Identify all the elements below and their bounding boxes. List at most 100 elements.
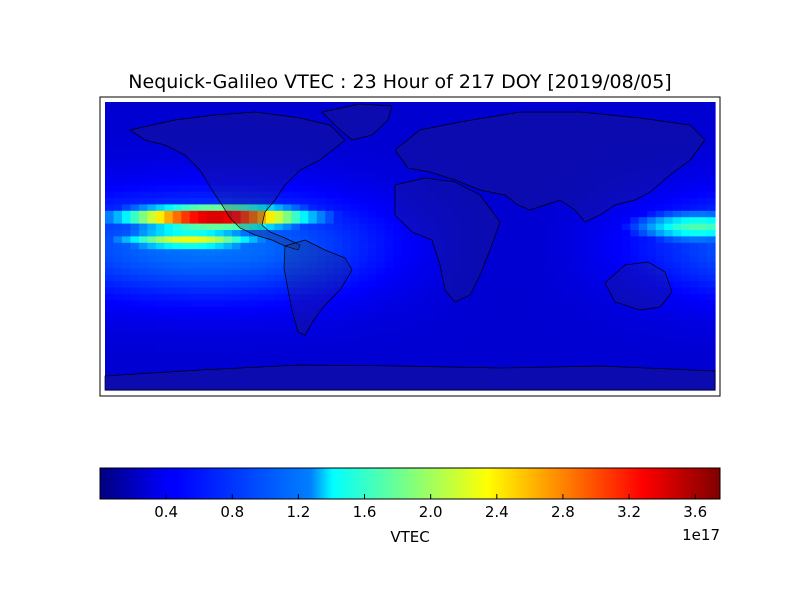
heatmap-cell [621,198,631,205]
heatmap-cell [223,185,233,193]
heatmap-cell [477,140,487,148]
heatmap-cell [638,345,648,353]
heatmap-cell [376,345,386,353]
heatmap-cell [138,153,148,161]
heatmap-cell [469,358,479,365]
heatmap-cell [452,326,462,333]
heatmap-cell [698,217,708,225]
heatmap-cell [435,236,445,244]
heatmap-cell [587,127,597,135]
heatmap-cell [520,249,530,257]
heatmap-cell [469,153,479,161]
heatmap-cell [172,127,182,135]
heatmap-cell [265,114,276,122]
heatmap-cell [630,338,640,346]
heatmap-cell [469,217,479,225]
heatmap-cell [460,153,470,161]
heatmap-cell [181,319,191,327]
heatmap-cell [621,153,631,161]
heatmap-cell [477,370,487,378]
heatmap-cell [435,306,445,314]
heatmap-cell [215,134,225,141]
heatmap-cell [706,236,716,244]
heatmap-cell [291,287,301,295]
heatmap-cell [494,159,504,167]
heatmap-cell [240,223,250,231]
heatmap-cell [477,153,487,161]
heatmap-cell [486,159,496,167]
heatmap-cell [113,313,123,321]
heatmap-cell [198,345,208,353]
heatmap-cell [299,159,309,167]
heatmap-cell [503,114,513,122]
heatmap-cell [528,364,538,372]
heatmap-cell [274,223,284,231]
heatmap-cell [655,345,665,353]
heatmap-cell [155,255,165,263]
heatmap-cell [511,300,521,308]
heatmap-cell [460,300,470,308]
heatmap-cell [410,294,420,301]
heatmap-cell [596,236,606,244]
heatmap-cell [333,153,343,161]
heatmap-cell [325,281,335,289]
heatmap-cell [545,319,555,327]
heatmap-cell [545,358,555,365]
heatmap-cell [486,249,496,257]
heatmap-cell [181,127,191,135]
heatmap-cell [401,242,411,250]
heatmap-cell [638,249,648,257]
heatmap-cell [215,191,225,199]
heatmap-cell [223,274,233,282]
heatmap-cell [282,114,292,122]
heatmap-cell [308,287,318,295]
heatmap-cell [528,255,538,263]
heatmap-cell [630,332,640,340]
heatmap-cell [147,102,157,109]
heatmap-cell [316,127,326,135]
heatmap-cell [426,140,437,148]
heatmap-cell [545,127,555,135]
heatmap-cell [113,268,123,276]
heatmap-cell [274,370,284,378]
heatmap-cell [545,255,555,263]
heatmap-cell [570,146,581,154]
heatmap-cell [308,306,318,314]
heatmap-cell [418,326,428,333]
heatmap-cell [223,102,233,109]
heatmap-cell [469,281,479,289]
heatmap-cell [630,102,640,109]
heatmap-cell [206,294,216,301]
heatmap-cell [570,274,581,282]
heatmap-cell [528,249,538,257]
heatmap-cell [376,166,386,173]
heatmap-cell [274,351,284,359]
heatmap-cell [401,287,411,295]
heatmap-cell [570,326,581,333]
heatmap-cell [418,338,428,346]
heatmap-cell [613,306,623,314]
heatmap-cell [613,274,623,282]
heatmap-cell [587,172,597,180]
heatmap-cell [621,262,631,269]
heatmap-cell [494,281,504,289]
heatmap-cell [189,294,199,301]
heatmap-cell [681,191,691,199]
heatmap-cell [316,287,326,295]
heatmap-cell [486,121,496,129]
heatmap-cell [333,300,343,308]
heatmap-cell [664,102,674,109]
heatmap-cell [308,274,318,282]
heatmap-cell [554,121,564,129]
heatmap-cell [604,102,614,109]
heatmap-cell [460,159,470,167]
heatmap-cell [545,198,555,205]
heatmap-cell [545,140,555,148]
heatmap-cell [452,319,462,327]
heatmap-cell [164,351,174,359]
heatmap-cell [664,114,674,122]
heatmap-cell [350,358,360,365]
heatmap-cell [121,338,132,346]
heatmap-cell [689,255,699,263]
heatmap-cell [155,204,165,212]
